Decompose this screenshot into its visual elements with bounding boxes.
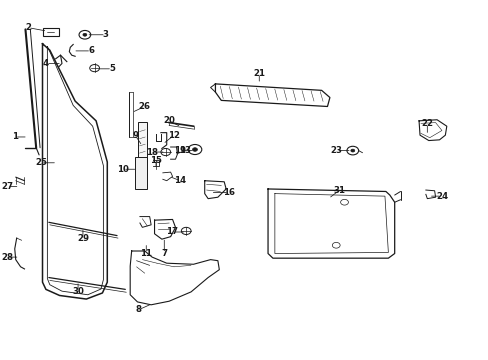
Text: 4: 4 xyxy=(43,59,49,68)
Text: 31: 31 xyxy=(333,185,345,194)
Text: 3: 3 xyxy=(102,30,109,39)
Text: 28: 28 xyxy=(1,253,13,262)
Circle shape xyxy=(83,33,87,36)
Text: 27: 27 xyxy=(1,182,13,191)
Text: 25: 25 xyxy=(35,158,47,167)
Text: 22: 22 xyxy=(421,119,432,128)
Text: 15: 15 xyxy=(150,156,162,165)
Text: 1: 1 xyxy=(12,132,18,141)
Text: 10: 10 xyxy=(117,165,128,174)
Text: 23: 23 xyxy=(329,146,342,155)
Text: 17: 17 xyxy=(166,228,178,237)
Text: 5: 5 xyxy=(109,64,115,73)
Circle shape xyxy=(192,148,197,151)
FancyBboxPatch shape xyxy=(135,157,146,189)
Text: 24: 24 xyxy=(435,192,447,201)
Text: 14: 14 xyxy=(174,176,186,185)
Text: 19: 19 xyxy=(174,146,186,155)
Text: 16: 16 xyxy=(223,188,235,197)
Text: 20: 20 xyxy=(163,116,175,125)
Text: 18: 18 xyxy=(146,148,158,157)
Circle shape xyxy=(350,149,354,152)
Text: 2: 2 xyxy=(25,23,31,32)
Text: 9: 9 xyxy=(132,131,138,140)
Text: 11: 11 xyxy=(140,249,152,258)
Text: 21: 21 xyxy=(253,69,264,78)
Text: 7: 7 xyxy=(161,249,167,258)
Text: 13: 13 xyxy=(179,146,191,155)
FancyBboxPatch shape xyxy=(138,122,146,162)
Text: 6: 6 xyxy=(88,46,94,55)
Text: 26: 26 xyxy=(139,102,150,111)
Text: 30: 30 xyxy=(72,287,84,296)
Text: 12: 12 xyxy=(168,131,180,140)
Text: 8: 8 xyxy=(135,305,141,314)
Text: 29: 29 xyxy=(77,234,89,243)
